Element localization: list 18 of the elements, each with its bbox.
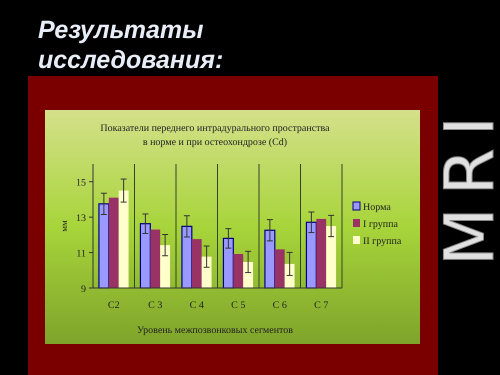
x-tick-label: C 7 [314,300,328,311]
x-tick-label: C2 [108,300,120,311]
legend-label: Норма [363,202,392,213]
x-axis-title: Уровень межпозвонковых сегментов [136,325,294,336]
y-axis-title: мм [59,220,69,232]
x-tick-label: C 6 [272,300,287,311]
x-tick-label: C 3 [148,300,162,311]
legend-label: II группа [363,236,402,247]
chart-title: Результаты исследования: [38,16,224,74]
y-tick-label: 11 [76,248,86,260]
chart-subtitle: Показатели переднего интрадурального пространства в норме и при остеохондрозе (Cd) [100,123,330,148]
y-tick-label: 9 [81,284,86,295]
x-tick-label: C 5 [231,300,246,311]
x-tick-label: C 4 [190,300,204,311]
y-tick-label: 13 [76,213,86,224]
text: MRI [431,104,500,266]
legend-label: I группа [363,219,399,230]
y-tick-label: 15 [76,178,86,189]
